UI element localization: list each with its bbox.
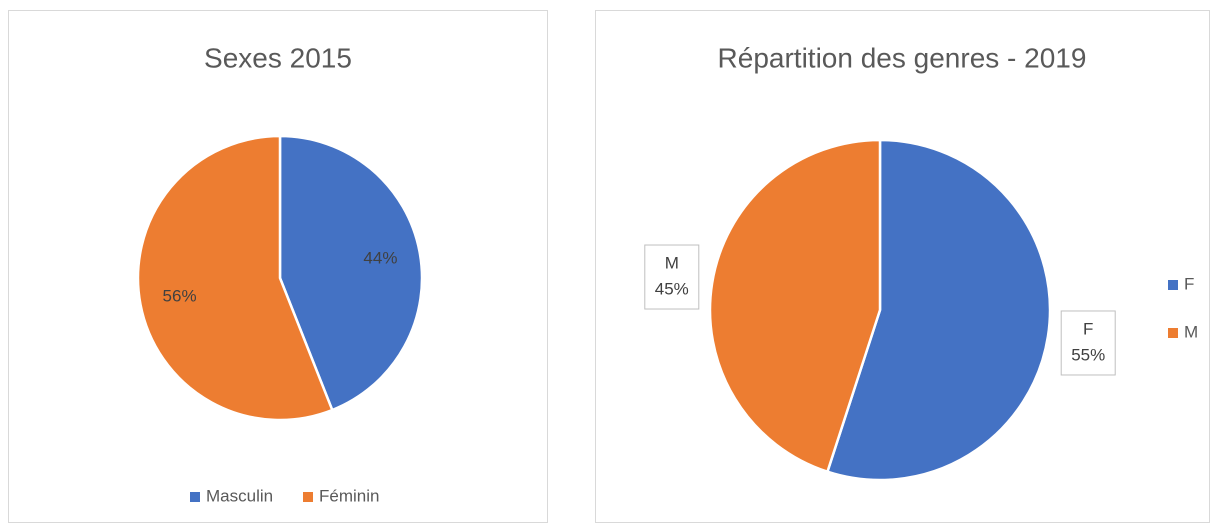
legend-swatch: [1168, 328, 1178, 338]
callout-category: F: [1083, 319, 1093, 338]
callout-box: [644, 244, 700, 310]
pie-slice: [278, 134, 424, 412]
pie-slice: [708, 138, 882, 474]
callout-category: M: [665, 254, 679, 273]
data-label: 44%: [363, 248, 397, 267]
chart-title: Sexes 2015: [204, 42, 352, 73]
legend-swatch: [190, 492, 200, 502]
legend-label: Féminin: [319, 486, 379, 505]
data-label: 55%: [1071, 345, 1105, 364]
legend-label: F: [1184, 274, 1194, 293]
chart-title: Répartition des genres - 2019: [718, 42, 1087, 73]
legend-swatch: [1168, 280, 1178, 290]
pie-slice: [825, 138, 1052, 482]
legend-label: Masculin: [206, 486, 273, 505]
data-label: 45%: [655, 280, 689, 299]
pie-slice: [136, 134, 334, 422]
callout-box: [1060, 310, 1116, 376]
legend-swatch: [303, 492, 313, 502]
legend-label: M: [1184, 322, 1198, 341]
data-label: 56%: [163, 287, 197, 306]
